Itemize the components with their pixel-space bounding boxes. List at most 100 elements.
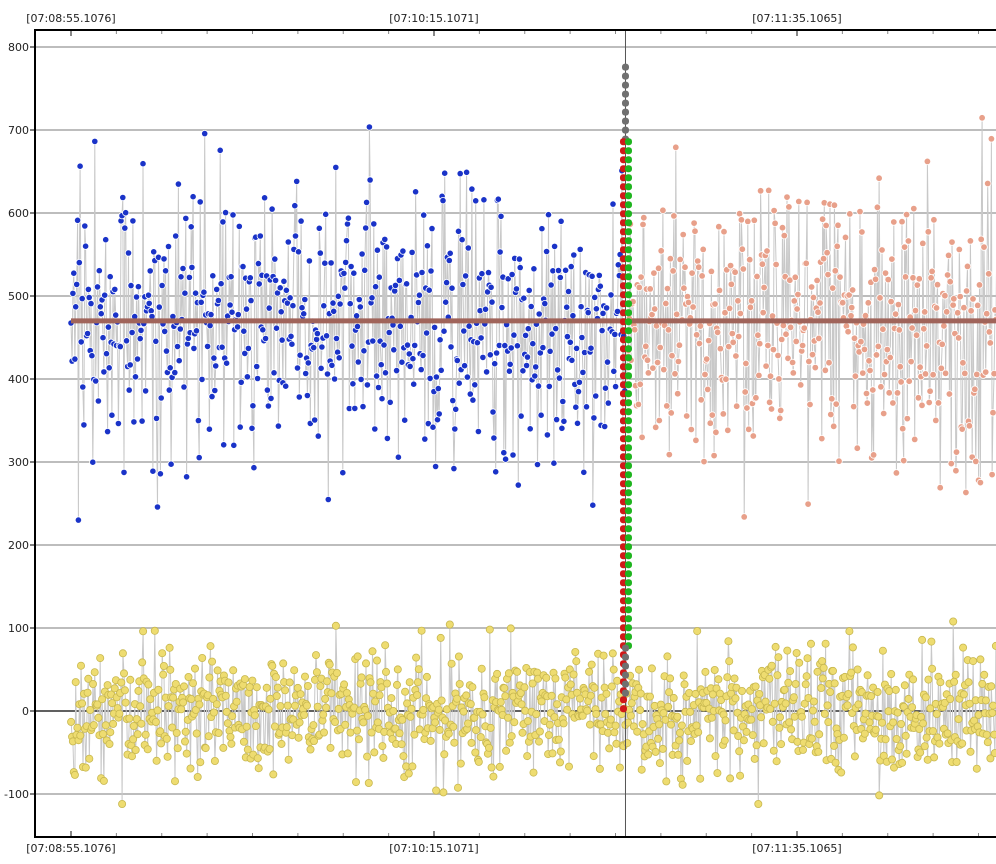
point-upper-before-123 [179, 264, 187, 273]
point-lower-954 [935, 739, 944, 748]
point-upper-before-292 [332, 334, 341, 343]
time-label-bottom-0: [07:08:55.1076] [26, 842, 115, 855]
point-upper-after-18 [638, 433, 646, 441]
point-upper-after-30 [649, 364, 657, 372]
point-lower-981 [959, 690, 968, 699]
point-upper-before-18 [84, 329, 92, 338]
point-upper-before-556 [572, 344, 581, 352]
point-upper-before-514 [534, 382, 543, 390]
point-upper-after-345 [936, 484, 944, 492]
point-lower-319 [357, 673, 366, 682]
point-upper-before-438 [465, 322, 473, 330]
point-upper-before-316 [354, 358, 362, 366]
point-upper-after-335 [927, 274, 935, 282]
point-upper-after-36 [654, 264, 663, 272]
cursor-gray-bottom-seg-5 [621, 689, 629, 697]
point-upper-after-208 [811, 363, 819, 372]
cursor-red-seg-31 [619, 417, 627, 425]
point-upper-before-486 [509, 451, 517, 459]
point-lower-739 [739, 736, 748, 745]
point-upper-after-279 [876, 294, 884, 302]
point-upper-before-462 [487, 283, 495, 291]
cursor-green-seg-40 [624, 498, 632, 506]
point-lower-691 [696, 774, 705, 783]
point-lower-99 [157, 739, 166, 748]
point-upper-after-299 [894, 300, 903, 309]
point-upper-after-59 [675, 341, 684, 349]
point-upper-after-46 [663, 284, 672, 293]
point-lower-1010 [986, 754, 995, 763]
cursor-red-seg-52 [619, 606, 627, 614]
point-lower-339 [375, 691, 384, 700]
point-lower-315 [353, 652, 362, 661]
point-lower-373 [406, 712, 415, 721]
point-upper-before-247 [291, 232, 300, 240]
point-upper-before-341 [377, 361, 385, 369]
point-upper-before-68 [129, 217, 137, 225]
point-lower-651 [659, 709, 668, 718]
point-upper-before-63 [124, 249, 133, 257]
point-upper-after-78 [693, 331, 701, 339]
point-lower-733 [734, 732, 743, 741]
cursor-red-seg-2 [619, 156, 627, 164]
point-lower-508 [529, 768, 538, 777]
point-lower-101 [159, 670, 168, 679]
point-upper-before-24 [89, 458, 97, 466]
point-upper-after-292 [888, 255, 896, 263]
point-upper-after-185 [790, 297, 798, 305]
point-lower-879 [867, 692, 876, 701]
point-lower-572 [587, 660, 596, 669]
point-upper-before-43 [106, 273, 114, 281]
point-lower-301 [341, 720, 350, 729]
point-upper-before-448 [474, 427, 482, 436]
point-upper-before-542 [560, 417, 568, 425]
ytick-label--100: -100 [4, 788, 29, 801]
point-lower-400 [431, 718, 440, 727]
point-lower-569 [585, 667, 594, 676]
point-upper-after-67 [683, 412, 691, 420]
point-lower-588 [602, 689, 611, 698]
cursor-green-seg-15 [624, 273, 632, 281]
cursor-gray-bottom [621, 644, 629, 697]
point-lower-854 [844, 690, 853, 699]
point-lower-722 [724, 637, 733, 646]
point-lower-45 [108, 699, 117, 708]
point-upper-after-87 [701, 370, 709, 379]
point-upper-before-39 [102, 350, 111, 358]
point-upper-after-133 [743, 404, 751, 412]
point-upper-before-168 [220, 441, 228, 449]
point-lower-274 [316, 682, 325, 691]
point-upper-before-206 [254, 259, 262, 268]
point-lower-364 [398, 715, 407, 724]
point-upper-before-444 [471, 381, 479, 389]
point-upper-after-179 [785, 203, 793, 211]
point-upper-after-398 [985, 270, 993, 278]
point-upper-after-367 [956, 292, 964, 301]
cursor-gray-bottom-seg-2 [621, 662, 629, 670]
point-upper-after-113 [725, 342, 733, 351]
cursor-green-seg-7 [624, 201, 632, 209]
point-upper-after-210 [813, 276, 821, 285]
point-lower-341 [377, 683, 386, 692]
point-upper-after-131 [741, 388, 749, 396]
cursor-green-seg-51 [624, 597, 632, 605]
point-upper-before-218 [265, 304, 273, 312]
point-upper-before-311 [350, 269, 358, 277]
cursor-green-seg-41 [624, 507, 632, 515]
point-upper-after-206 [809, 293, 818, 302]
point-upper-before-154 [207, 310, 215, 319]
point-upper-after-120 [731, 268, 739, 276]
point-lower-906 [891, 685, 900, 694]
point-upper-before-536 [554, 266, 563, 275]
point-upper-after-229 [830, 201, 839, 209]
point-upper-before-22 [87, 299, 95, 308]
point-lower-779 [776, 713, 785, 722]
point-upper-after-265 [863, 399, 871, 407]
point-upper-after-332 [924, 228, 932, 236]
point-upper-before-545 [563, 303, 571, 311]
point-lower-172 [223, 719, 232, 728]
point-upper-before-143 [197, 298, 205, 306]
cursor-red-seg-51 [619, 597, 627, 605]
point-lower-121 [177, 705, 186, 714]
point-lower-358 [392, 680, 401, 689]
